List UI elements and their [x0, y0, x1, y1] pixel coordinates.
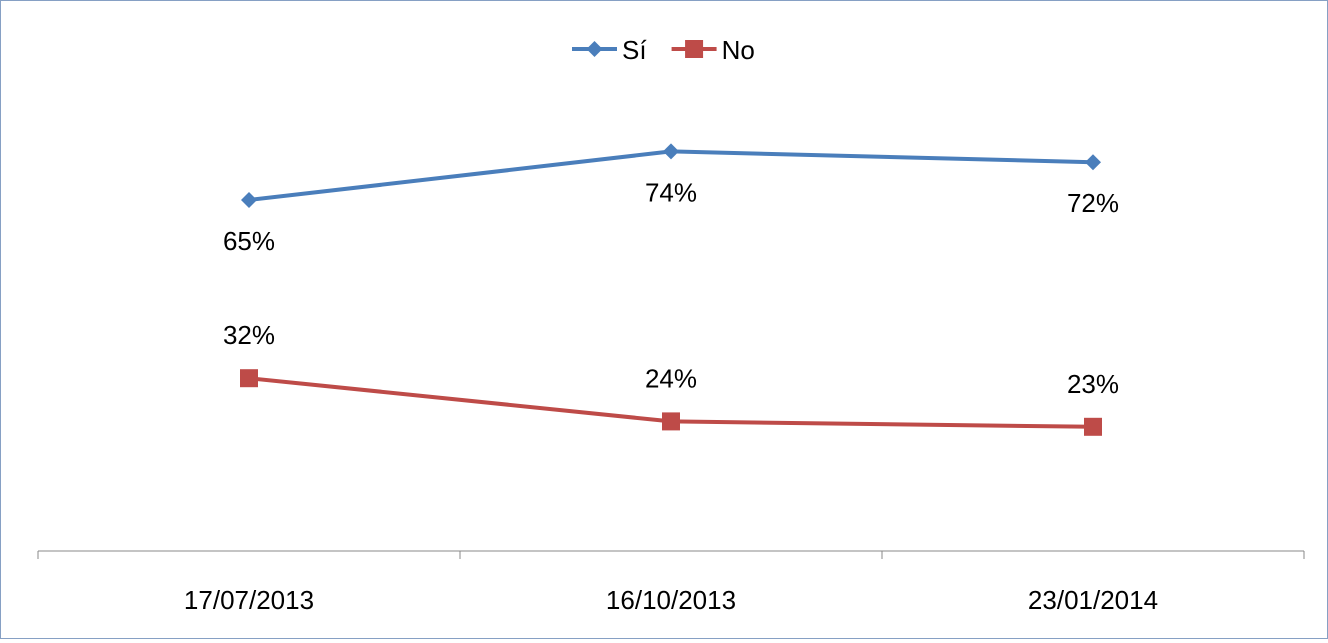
x-tick-label: 16/10/2013: [606, 585, 736, 615]
data-point-no: [240, 369, 258, 388]
data-label-no: 24%: [645, 363, 697, 393]
data-point-si: [1085, 154, 1101, 171]
x-axis: 17/07/2013 16/10/2013 23/01/2014: [37, 550, 1305, 615]
legend: Sí No: [572, 35, 755, 65]
data-label-si: 74%: [645, 177, 697, 207]
data-point-no: [1084, 417, 1102, 436]
legend-item-no: No: [671, 35, 755, 65]
data-point-si: [663, 143, 679, 160]
legend-marker-no: [685, 40, 704, 58]
legend-label-si: Sí: [622, 35, 647, 65]
series-no: 32% 24% 23%: [223, 320, 1119, 436]
legend-label-no: No: [722, 35, 755, 65]
series-si: 65% 74% 72%: [223, 143, 1119, 256]
data-point-no: [662, 412, 680, 431]
x-tick-label: 17/07/2013: [184, 585, 314, 615]
data-label-si: 65%: [223, 226, 275, 256]
data-point-si: [241, 192, 257, 208]
x-tick-label: 23/01/2014: [1028, 585, 1158, 615]
plot-area: 65% 74% 72% 32% 24% 23%: [223, 143, 1119, 436]
data-label-no: 32%: [223, 320, 275, 350]
data-label-no: 23%: [1067, 369, 1119, 399]
data-label-si: 72%: [1067, 188, 1119, 218]
legend-item-si: Sí: [572, 35, 647, 65]
legend-marker-si: [586, 41, 603, 57]
